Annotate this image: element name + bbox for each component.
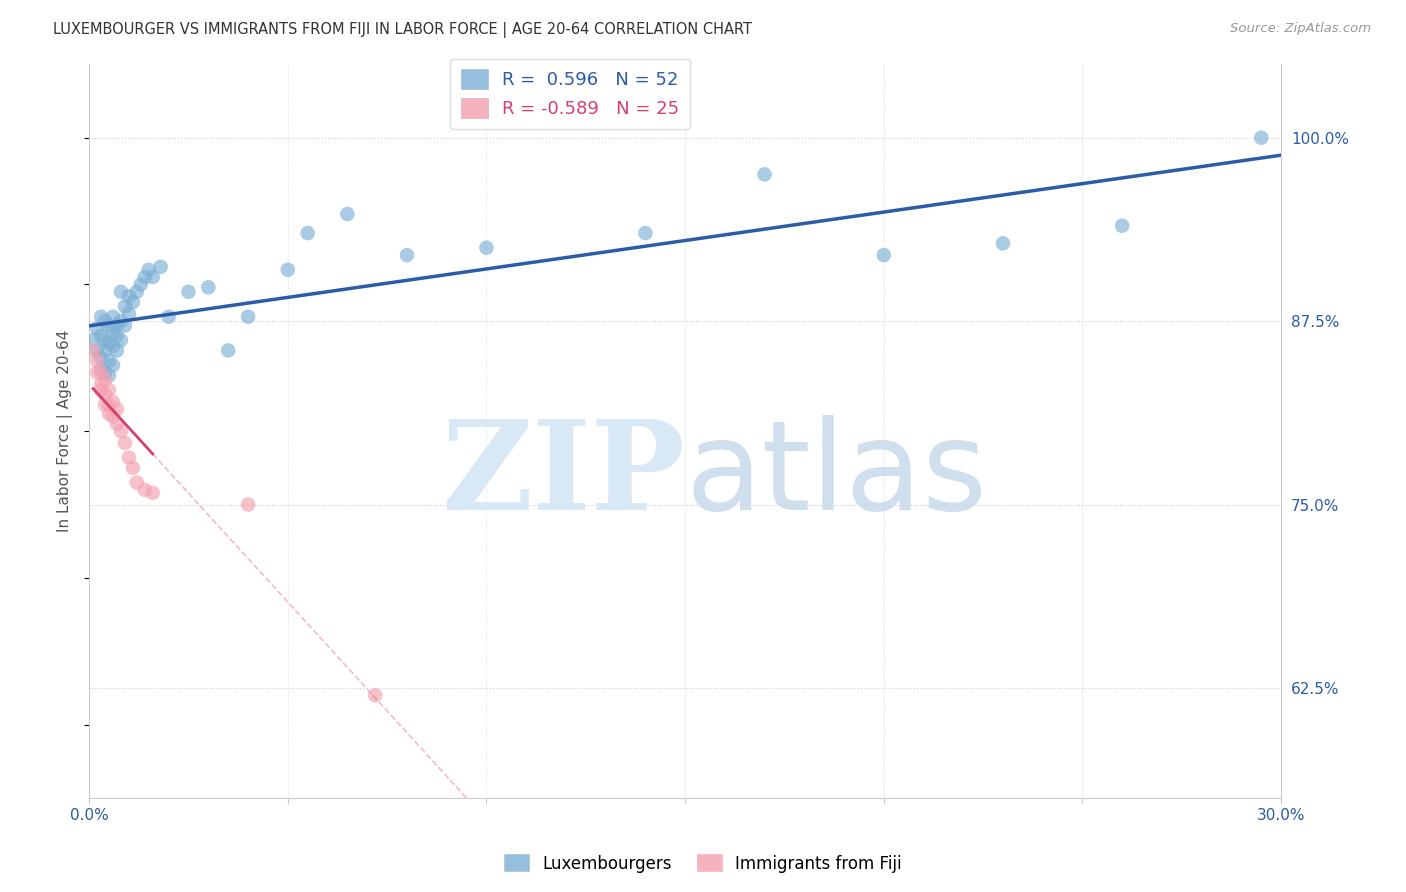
Point bbox=[118, 450, 141, 465]
Point bbox=[86, 353, 108, 368]
Point bbox=[114, 300, 136, 314]
Point bbox=[157, 310, 180, 324]
Point bbox=[873, 248, 896, 262]
Point bbox=[634, 226, 657, 240]
Point bbox=[82, 333, 104, 347]
Point bbox=[197, 280, 219, 294]
Point bbox=[114, 436, 136, 450]
Point bbox=[86, 321, 108, 335]
Point bbox=[90, 328, 112, 343]
Point bbox=[105, 318, 128, 333]
Point bbox=[94, 333, 117, 347]
Point bbox=[94, 366, 117, 380]
Point bbox=[475, 241, 498, 255]
Point bbox=[110, 424, 132, 438]
Point bbox=[101, 358, 124, 372]
Point bbox=[364, 689, 387, 703]
Point bbox=[98, 368, 121, 383]
Point bbox=[90, 377, 112, 392]
Point bbox=[1111, 219, 1133, 233]
Point bbox=[177, 285, 200, 299]
Y-axis label: In Labor Force | Age 20-64: In Labor Force | Age 20-64 bbox=[58, 330, 73, 533]
Point bbox=[98, 398, 121, 412]
Point bbox=[98, 336, 121, 351]
Point bbox=[90, 366, 112, 380]
Point bbox=[118, 289, 141, 303]
Point bbox=[98, 353, 121, 368]
Point bbox=[105, 402, 128, 417]
Point bbox=[86, 366, 108, 380]
Point bbox=[101, 310, 124, 324]
Point bbox=[101, 409, 124, 424]
Point bbox=[94, 398, 117, 412]
Text: atlas: atlas bbox=[685, 415, 987, 536]
Point bbox=[90, 383, 112, 397]
Text: ZIP: ZIP bbox=[441, 415, 685, 536]
Point bbox=[336, 207, 359, 221]
Point bbox=[82, 343, 104, 358]
Point bbox=[90, 310, 112, 324]
Point bbox=[1250, 130, 1272, 145]
Point bbox=[110, 333, 132, 347]
Point bbox=[98, 383, 121, 397]
Point bbox=[118, 307, 141, 321]
Point bbox=[149, 260, 172, 274]
Point bbox=[121, 461, 143, 475]
Point bbox=[134, 270, 156, 285]
Point bbox=[94, 387, 117, 401]
Point bbox=[86, 343, 108, 358]
Point bbox=[101, 325, 124, 339]
Point bbox=[121, 295, 143, 310]
Point bbox=[90, 351, 112, 365]
Point bbox=[105, 328, 128, 343]
Point bbox=[125, 285, 148, 299]
Point bbox=[138, 262, 160, 277]
Point bbox=[105, 343, 128, 358]
Point bbox=[101, 394, 124, 409]
Point bbox=[101, 339, 124, 353]
Legend: Luxembourgers, Immigrants from Fiji: Luxembourgers, Immigrants from Fiji bbox=[498, 847, 908, 880]
Text: Source: ZipAtlas.com: Source: ZipAtlas.com bbox=[1230, 22, 1371, 36]
Point bbox=[142, 270, 165, 285]
Point bbox=[114, 318, 136, 333]
Point bbox=[110, 314, 132, 328]
Point bbox=[754, 167, 776, 181]
Point bbox=[134, 483, 156, 497]
Point bbox=[90, 362, 112, 376]
Point bbox=[110, 285, 132, 299]
Point bbox=[125, 475, 148, 490]
Point bbox=[142, 485, 165, 500]
Point bbox=[94, 314, 117, 328]
Point bbox=[236, 310, 259, 324]
Point bbox=[297, 226, 319, 240]
Point bbox=[991, 236, 1014, 251]
Point bbox=[105, 417, 128, 431]
Point bbox=[277, 262, 299, 277]
Legend: R =  0.596   N = 52, R = -0.589   N = 25: R = 0.596 N = 52, R = -0.589 N = 25 bbox=[450, 59, 690, 129]
Point bbox=[94, 373, 117, 387]
Point bbox=[94, 343, 117, 358]
Point bbox=[395, 248, 418, 262]
Point bbox=[129, 277, 152, 292]
Point bbox=[98, 318, 121, 333]
Point bbox=[217, 343, 239, 358]
Point bbox=[98, 407, 121, 421]
Text: LUXEMBOURGER VS IMMIGRANTS FROM FIJI IN LABOR FORCE | AGE 20-64 CORRELATION CHAR: LUXEMBOURGER VS IMMIGRANTS FROM FIJI IN … bbox=[53, 22, 752, 38]
Point bbox=[236, 498, 259, 512]
